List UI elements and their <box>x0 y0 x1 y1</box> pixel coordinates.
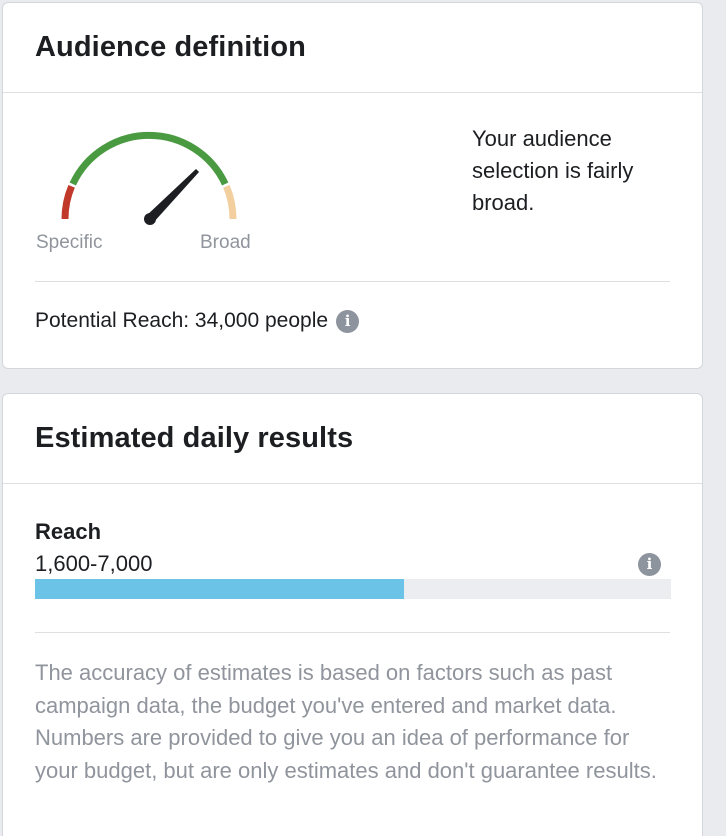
reach-progress-bar <box>35 579 671 599</box>
divider <box>35 632 670 633</box>
reach-progress-fill <box>35 579 404 599</box>
gauge-arc-fair <box>69 131 229 186</box>
potential-reach-text: Potential Reach: 34,000 people <box>35 309 329 332</box>
audience-card-title: Audience definition <box>35 31 306 63</box>
audience-definition-card: Audience definition Specific Broad Your … <box>2 2 703 369</box>
gauge-needle <box>145 169 199 223</box>
info-icon[interactable]: i <box>638 553 661 576</box>
estimates-disclaimer: The accuracy of estimates is based on fa… <box>35 660 657 783</box>
gauge-label-specific: Specific <box>36 232 103 253</box>
info-icon[interactable]: i <box>336 309 360 333</box>
results-card-title: Estimated daily results <box>35 422 354 454</box>
gauge-needle-hub <box>144 213 156 225</box>
gauge-arc-specific <box>61 184 75 220</box>
results-card-header: Estimated daily results <box>3 394 702 484</box>
gauge-label-broad: Broad <box>200 232 251 253</box>
divider <box>35 281 670 282</box>
estimated-daily-results-card: Estimated daily results Reach 1,600-7,00… <box>2 393 703 836</box>
reach-label: Reach <box>35 519 102 544</box>
gauge-graphic <box>61 131 237 225</box>
audience-gauge <box>33 113 263 263</box>
audience-card-header: Audience definition <box>3 3 702 93</box>
reach-range-value: 1,600-7,000 <box>35 551 153 576</box>
gauge-arc-broad <box>223 184 237 220</box>
audience-breadth-description: Your audience selection is fairly broad. <box>472 126 634 215</box>
potential-reach: Potential Reach: 34,000 people i <box>35 309 360 333</box>
